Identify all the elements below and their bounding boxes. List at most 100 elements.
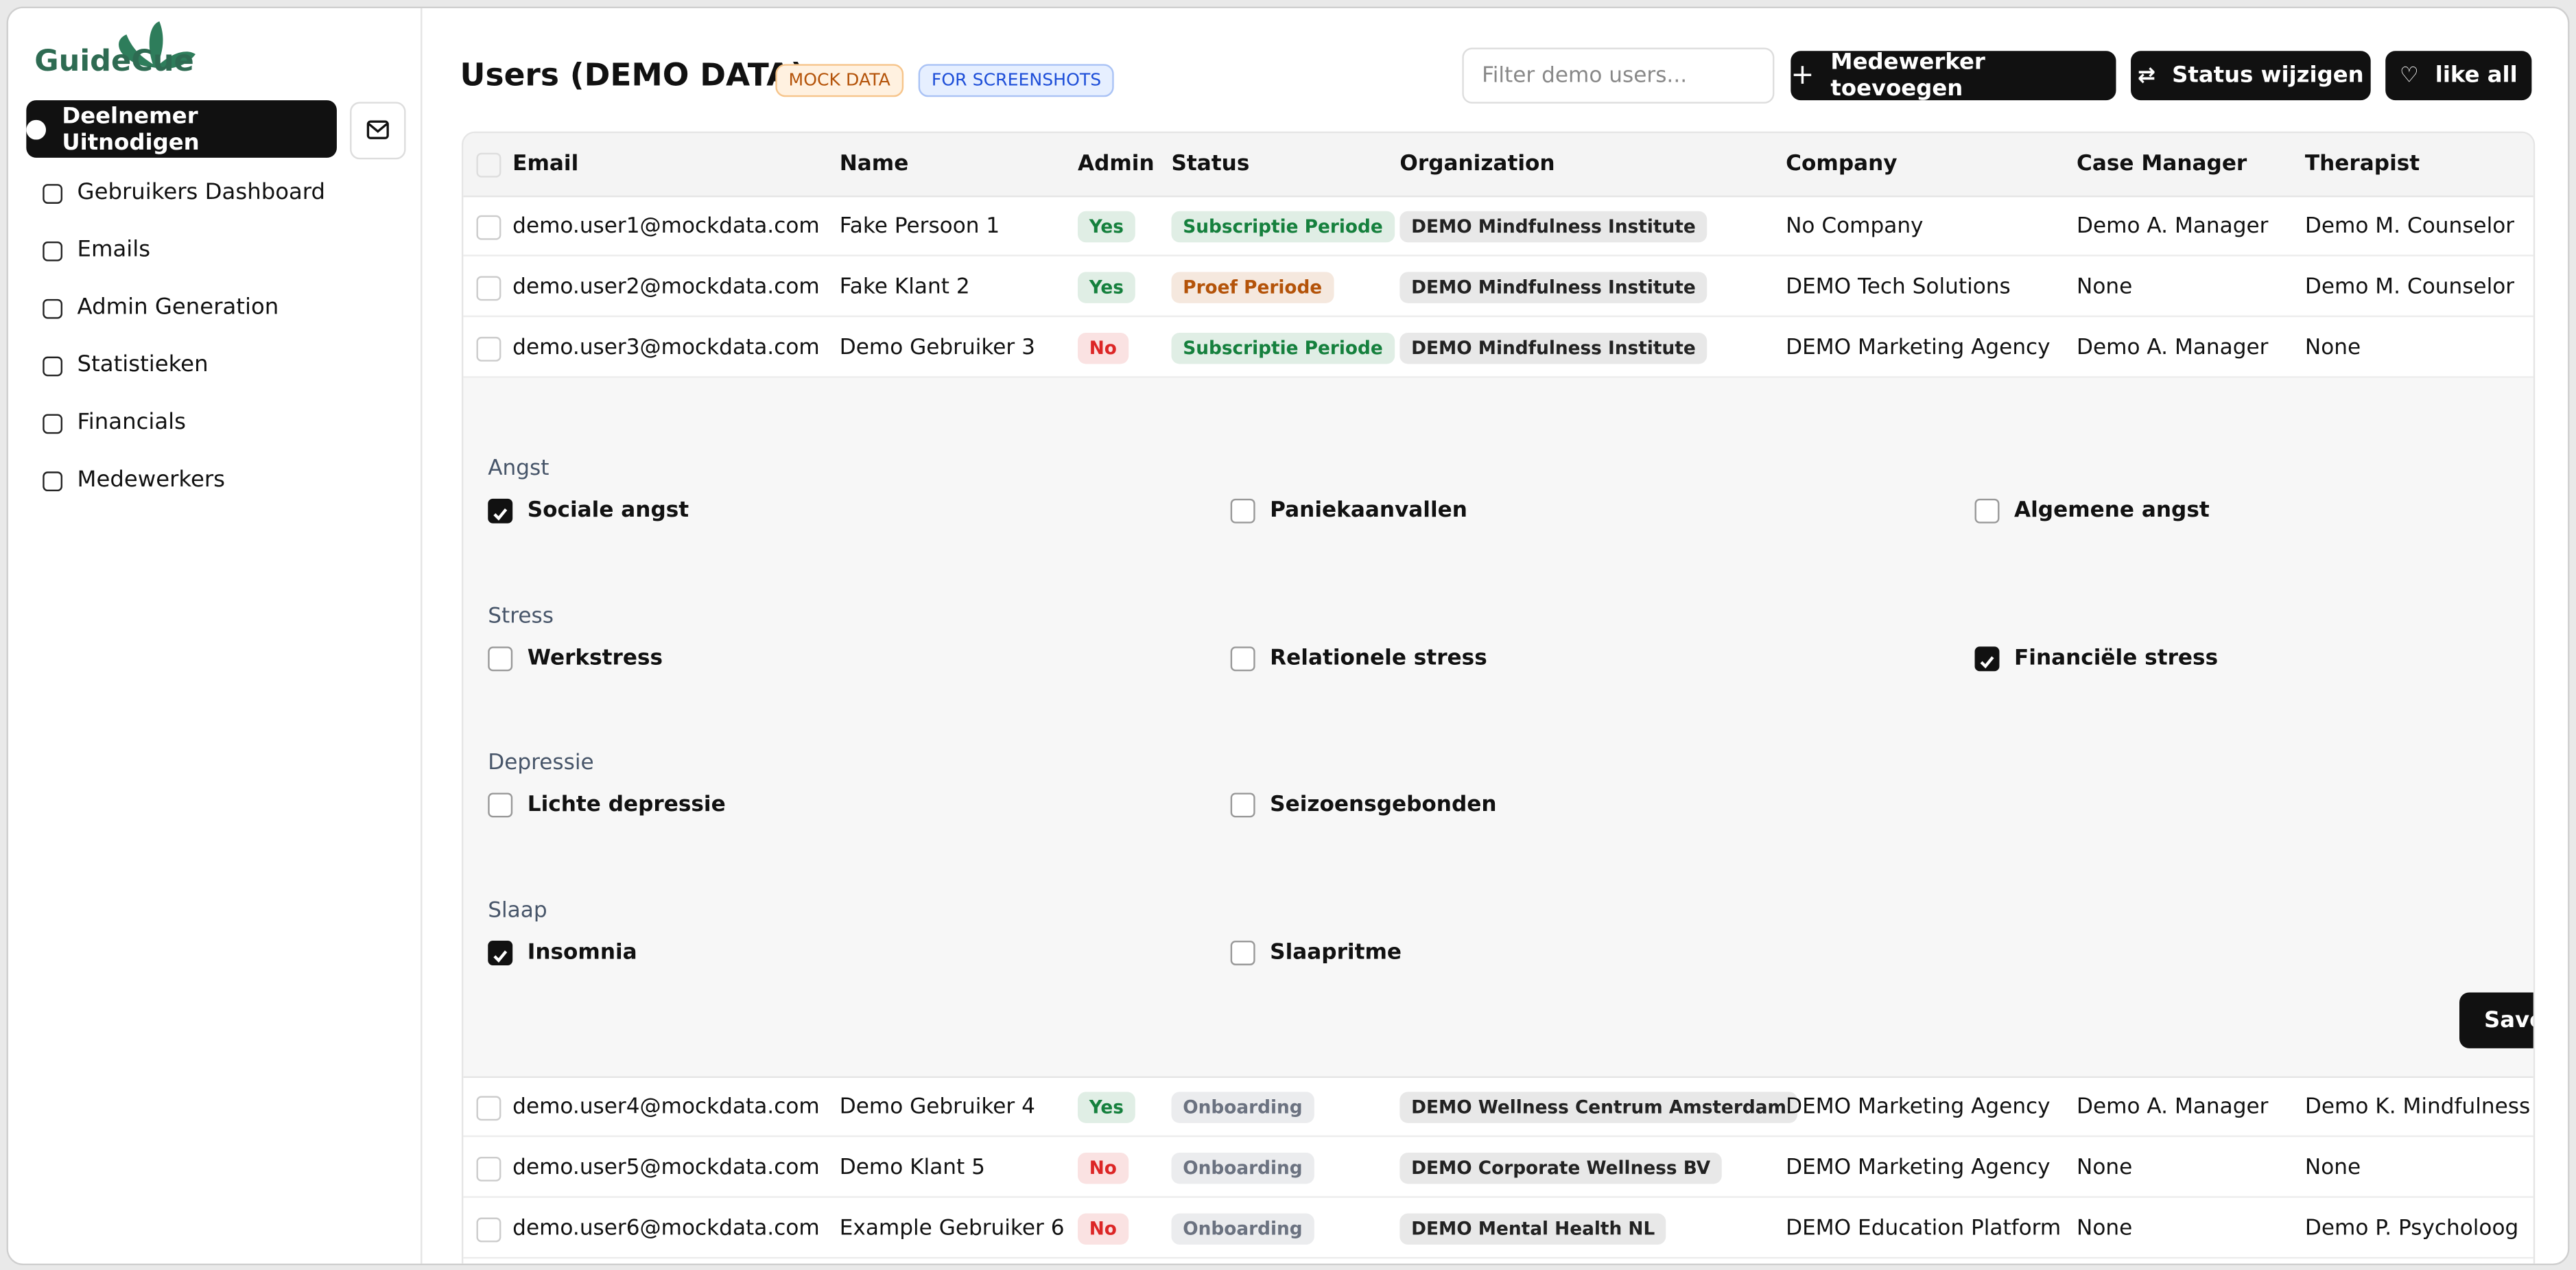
like-button[interactable]: ♡ like all xyxy=(2385,51,2532,101)
cell: demo.user1@mockdata.com xyxy=(512,213,820,238)
invite-label: Deelnemer Uitnodigen xyxy=(62,102,200,156)
row-checkbox[interactable] xyxy=(476,1155,501,1181)
nav-item[interactable]: Statistieken xyxy=(77,351,209,378)
option-checkbox[interactable] xyxy=(1230,792,1255,818)
nav-item[interactable]: Admin Generation xyxy=(77,294,279,320)
cell: DEMO Tech Solutions xyxy=(1786,274,2011,299)
admin-pill: Yes xyxy=(1077,271,1135,303)
filter-input[interactable]: Filter demo users... xyxy=(1462,47,1775,104)
therapist: Demo K. Mindfulness xyxy=(2304,1094,2531,1119)
column-header: Status xyxy=(1171,152,1250,177)
cell: Demo A. Manager xyxy=(2077,1094,2268,1119)
cell: Onboarding xyxy=(1171,1091,1314,1122)
case_manager: None xyxy=(2077,274,2133,299)
nav-item[interactable]: Gebruikers Dashboard xyxy=(77,179,326,206)
company: DEMO Marketing Agency xyxy=(1786,335,2051,360)
cell: demo.user2@mockdata.com xyxy=(512,274,820,299)
cell: DEMO Mindfulness Institute xyxy=(1399,210,1708,242)
option-label: Slaapritme xyxy=(1270,939,1402,965)
row-divider xyxy=(463,1135,2533,1138)
nav-item[interactable]: Emails xyxy=(77,236,151,263)
therapist: None xyxy=(2304,335,2361,360)
cell: None xyxy=(2305,1155,2361,1180)
case_manager: Demo A. Manager xyxy=(2077,1094,2269,1119)
option-checkbox[interactable] xyxy=(488,646,513,671)
option-checkbox[interactable] xyxy=(1974,498,2000,524)
cell: Onboarding xyxy=(1171,1151,1314,1184)
add-button[interactable]: + Medewerker toevoegen xyxy=(1791,49,2116,102)
mail-icon xyxy=(366,120,389,139)
company: DEMO Marketing Agency xyxy=(1786,1155,2051,1180)
row-divider xyxy=(463,1196,2533,1198)
cell: Onboarding xyxy=(1171,1212,1314,1244)
cell: Fake Persoon 1 xyxy=(840,213,1000,238)
option-checkbox[interactable] xyxy=(1230,939,1255,965)
option-checkbox[interactable] xyxy=(1230,646,1255,671)
case_manager: None xyxy=(2077,1155,2133,1180)
option-label: Insomnia xyxy=(527,939,637,965)
button-label: Medewerker toevoegen xyxy=(1830,49,1985,102)
cell: demo.user6@mockdata.com xyxy=(512,1216,820,1240)
row-divider xyxy=(463,255,2533,257)
admin-pill: Yes xyxy=(1077,1091,1135,1122)
cell: No xyxy=(1077,331,1129,364)
option-checkbox[interactable] xyxy=(488,498,513,524)
admin-pill: No xyxy=(1077,331,1129,364)
option-checkbox[interactable] xyxy=(488,939,513,965)
invite-button[interactable]: Deelnemer Uitnodigen xyxy=(26,100,337,158)
nav-icon xyxy=(43,242,63,261)
option-label: Relationele stress xyxy=(1270,646,1487,671)
row-checkbox[interactable] xyxy=(476,1216,501,1242)
mail-button[interactable] xyxy=(350,102,406,160)
window: GuideCue Deelnemer Uitnodigen Gebruikers… xyxy=(6,6,2570,1265)
company: DEMO Tech Solutions xyxy=(1786,274,2011,299)
cell: None xyxy=(2077,1216,2132,1240)
option-label: Werkstress xyxy=(527,646,663,671)
cell: demo.user5@mockdata.com xyxy=(512,1155,820,1180)
check-icon xyxy=(1980,655,1994,668)
group-title: Stress xyxy=(488,604,554,629)
row-checkbox[interactable] xyxy=(476,1095,501,1120)
org-pill: DEMO Mindfulness Institute xyxy=(1399,331,1708,364)
org-pill: DEMO Mindfulness Institute xyxy=(1399,271,1708,303)
option-label: Financiële stress xyxy=(2014,646,2219,671)
option-checkbox[interactable] xyxy=(1230,498,1255,524)
column-header: Organization xyxy=(1399,152,1555,177)
cell: DEMO Mindfulness Institute xyxy=(1399,271,1708,303)
status-pill: Onboarding xyxy=(1171,1091,1314,1122)
therapist: Demo M. Counselor xyxy=(2304,213,2515,239)
option-checkbox[interactable] xyxy=(488,792,513,818)
option-label: Paniekaanvallen xyxy=(1270,498,1467,524)
cell: Yes xyxy=(1077,271,1135,303)
save-button[interactable]: Save xyxy=(2459,992,2533,1048)
cell: demo.user4@mockdata.com xyxy=(512,1094,820,1119)
row-checkbox[interactable] xyxy=(476,336,501,361)
cell: No Company xyxy=(1786,213,1923,238)
option-checkbox[interactable] xyxy=(1974,646,2000,671)
cell: DEMO Marketing Agency xyxy=(1786,336,2050,360)
row-checkbox[interactable] xyxy=(476,275,501,301)
email: demo.user2@mockdata.com xyxy=(512,274,820,299)
cell: Demo A. Manager xyxy=(2077,336,2268,360)
nav-item[interactable]: Medewerkers xyxy=(77,467,225,493)
status-pill: Onboarding xyxy=(1171,1151,1314,1184)
cell: None xyxy=(2077,274,2132,299)
column-header: Company xyxy=(1786,152,1898,177)
name: Demo Gebruiker 4 xyxy=(839,1094,1035,1119)
cell: Demo P. Psycholoog xyxy=(2305,1216,2518,1240)
column-header: Admin xyxy=(1077,152,1155,177)
cell: Demo Klant 5 xyxy=(840,1155,985,1180)
badge: MOCK DATA xyxy=(775,64,903,97)
nav-item[interactable]: Financials xyxy=(77,409,186,436)
cell: Subscriptie Periode xyxy=(1171,210,1395,242)
company: DEMO Education Platform xyxy=(1786,1216,2061,1241)
nav-icon xyxy=(43,471,63,492)
therapist: Demo M. Counselor xyxy=(2304,274,2515,299)
button-label: like all xyxy=(2435,62,2518,89)
admin-pill: No xyxy=(1077,1212,1129,1244)
status-button[interactable]: ⇄ Status wijzigen xyxy=(2131,51,2371,101)
option-label: Seizoensgebonden xyxy=(1270,792,1497,818)
row-checkbox[interactable] xyxy=(476,214,501,239)
org-pill: DEMO Mindfulness Institute xyxy=(1399,210,1708,242)
